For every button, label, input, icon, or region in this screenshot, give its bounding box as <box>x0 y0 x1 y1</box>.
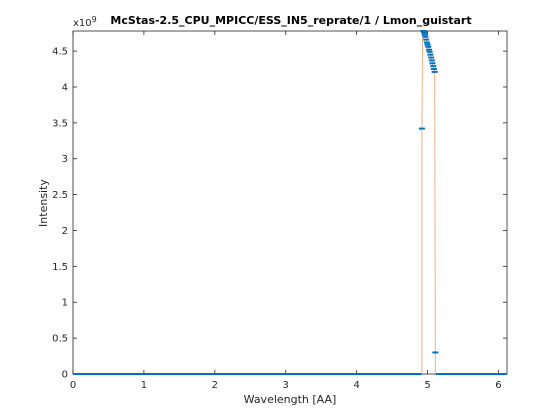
y-exponent-power: 9 <box>92 15 97 24</box>
y-exponent-label: x109 <box>73 15 97 29</box>
y-axis: 0 0.5 1 1.5 2 2.5 3 3.5 4 4.5 <box>52 47 507 381</box>
y-tick-label: 4 <box>62 82 68 93</box>
y-axis-label: Intensity <box>37 179 50 227</box>
chart-title: McStas-2.5_CPU_MPICC/ESS_IN5_reprate/1 /… <box>110 14 471 27</box>
data-layer <box>73 29 507 375</box>
x-tick-label: 4 <box>353 380 359 391</box>
y-tick-label: 0.5 <box>52 334 68 345</box>
y-tick-label: 2.5 <box>52 190 68 201</box>
y-tick-label: 4.5 <box>52 47 68 58</box>
y-tick-label: 3.5 <box>52 118 68 129</box>
y-exponent-base: x10 <box>73 18 92 29</box>
y-tick-label: 0 <box>62 370 68 381</box>
x-axis-label: Wavelength [AA] <box>244 393 337 406</box>
x-tick-label: 3 <box>283 380 289 391</box>
x-tick-label: 6 <box>495 380 501 391</box>
x-tick-label: 5 <box>424 380 430 391</box>
y-tick-label: 1.5 <box>52 262 68 273</box>
x-axis: 0 1 2 3 4 5 6 <box>70 31 502 391</box>
y-tick-label: 1 <box>62 298 68 309</box>
x-tick-label: 0 <box>70 380 76 391</box>
y-tick-label: 2 <box>62 226 68 237</box>
y-tick-label: 3 <box>62 154 68 165</box>
x-tick-label: 2 <box>212 380 218 391</box>
plot-area <box>72 30 508 375</box>
x-tick-label: 1 <box>141 380 147 391</box>
